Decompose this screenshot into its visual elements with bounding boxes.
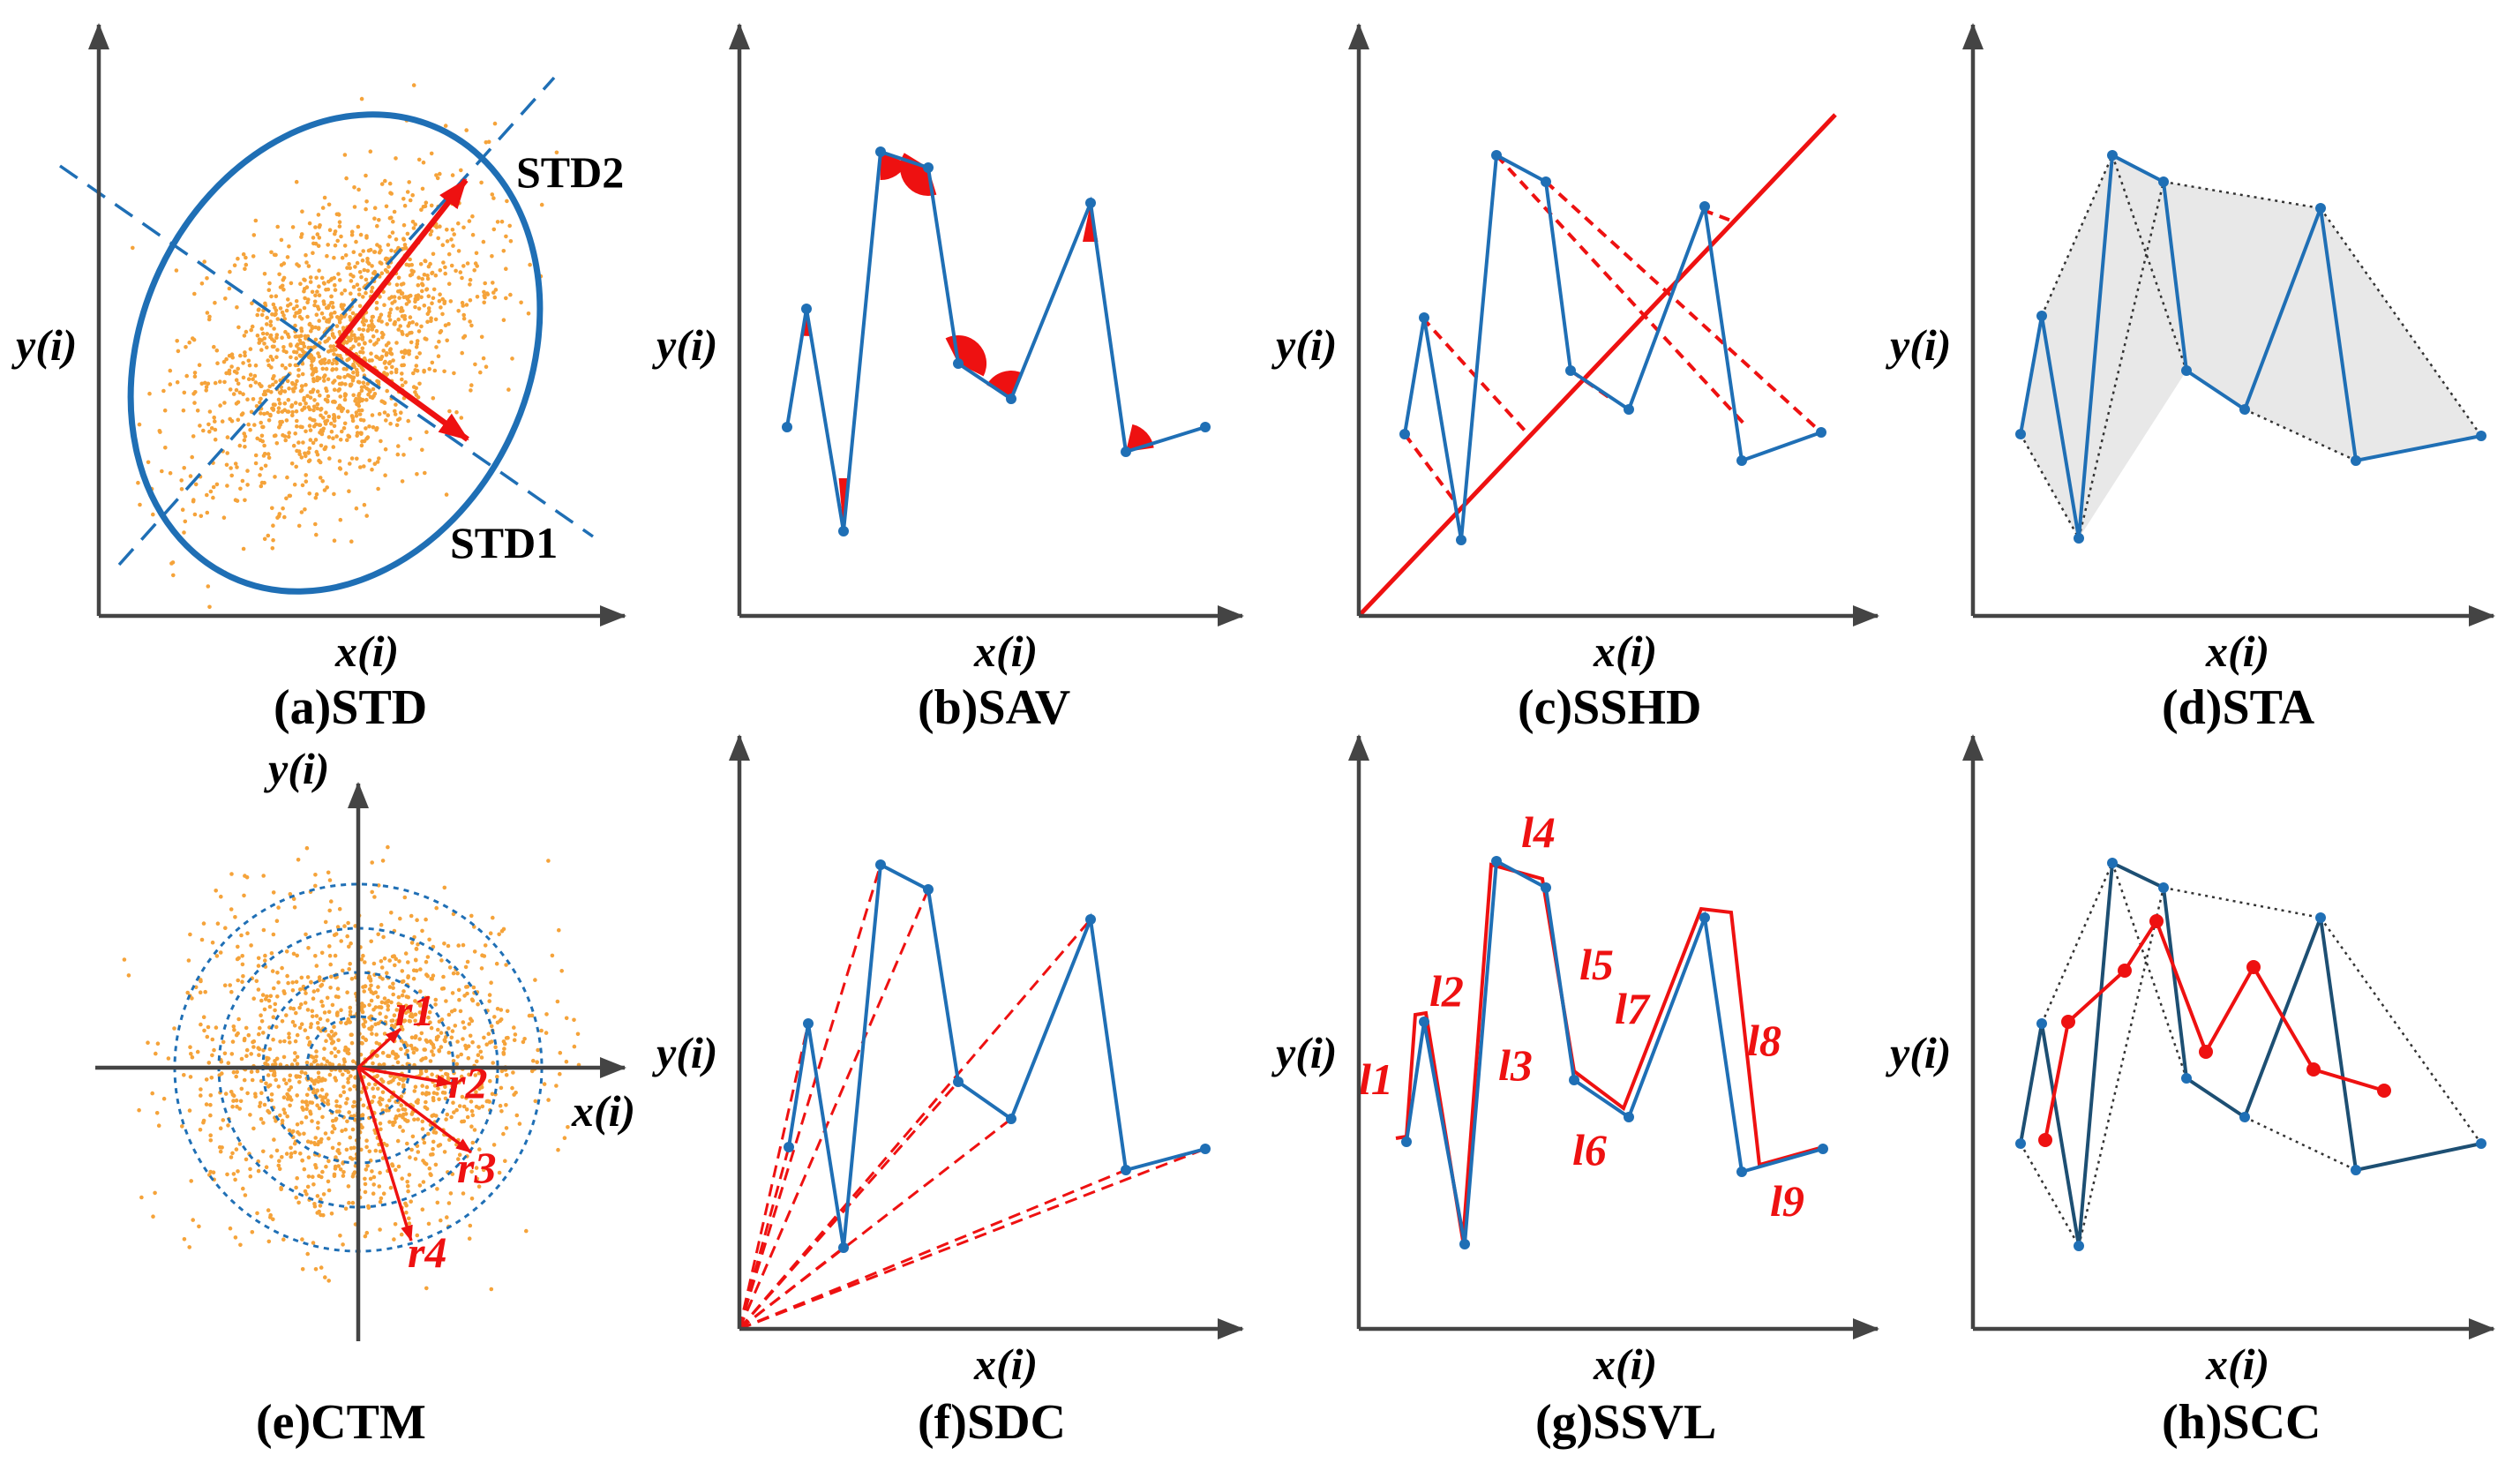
ssvl-l7-label: l7: [1615, 984, 1651, 1033]
sta-y-label: y(i): [1886, 320, 1951, 370]
ssvl-offset-red-line: [1395, 862, 1824, 1242]
sav-angle-3: [880, 152, 907, 181]
std-major-axis-dashed: [117, 76, 556, 566]
ctm-y-label: y(i): [264, 744, 329, 793]
ctm-r3-label: r3: [457, 1143, 496, 1192]
sshd-signal-line: [1403, 152, 1822, 541]
sav-x-label: x(i): [973, 626, 1038, 676]
panel-ctm: r1 r2 r3 r4 x(i) y(i) (e)CTM: [95, 744, 635, 1450]
ssvl-l6-label: l6: [1572, 1125, 1607, 1174]
sta-signal-line: [2019, 152, 2482, 539]
scc-centroid-points: [2038, 914, 2391, 1147]
scc-y-label: y(i): [1886, 1028, 1951, 1077]
sshd-points: [1399, 150, 1826, 545]
caption-ssvl: (g)SSVL: [1535, 1395, 1716, 1450]
sav-angle-4: [900, 153, 937, 197]
sta-x-label: x(i): [2205, 626, 2269, 676]
ssvl-signal-line: [1405, 858, 1824, 1245]
ssvl-l4-label: l4: [1521, 807, 1556, 857]
caption-sdc: (f)SDC: [918, 1395, 1066, 1450]
sav-points: [782, 146, 1211, 536]
caption-sta: (d)STA: [2162, 680, 2315, 735]
sav-angle-markers: [801, 152, 1154, 531]
std1-arrow: [335, 341, 469, 442]
sta-points: [2015, 150, 2486, 544]
ssvl-l9-label: l9: [1770, 1176, 1804, 1226]
ssvl-l5-label: l5: [1579, 940, 1614, 989]
ssvl-y-label: y(i): [1271, 1028, 1337, 1077]
ctm-radius-arrows: [356, 1027, 473, 1242]
scc-x-label: x(i): [2205, 1339, 2269, 1389]
caption-ctm: (e)CTM: [256, 1395, 426, 1450]
sdc-x-label: x(i): [973, 1339, 1038, 1389]
caption-sav: (b)SAV: [918, 680, 1070, 735]
ssvl-l1-label: l1: [1359, 1054, 1393, 1104]
scc-signal-line: [2019, 859, 2482, 1247]
sav-y-label: y(i): [652, 320, 717, 370]
std-ellipse: [127, 111, 544, 595]
ctm-r1-label: r1: [395, 986, 434, 1035]
panel-std: STD2 STD1 x(i) y(i) (a)STD: [11, 23, 626, 735]
sdc-distance-lines: [738, 864, 1206, 1331]
sshd-projections: [1403, 154, 1823, 505]
sdc-y-label: y(i): [652, 1028, 717, 1077]
sdc-signal-line: [787, 861, 1206, 1249]
sta-triangles-fill: [2021, 155, 2481, 538]
scc-dotted-edges: [2019, 862, 2483, 1247]
sshd-y-label: y(i): [1271, 320, 1337, 370]
sdc-points: [784, 859, 1211, 1253]
scc-centroid-line: [2044, 917, 2385, 1141]
ctm-r2-label: r2: [448, 1058, 487, 1107]
ssvl-l8-label: l8: [1747, 1016, 1781, 1065]
std-scatter: [131, 83, 559, 610]
sav-signal-line: [785, 149, 1206, 532]
std-y-label: y(i): [11, 320, 77, 370]
ssvl-l3-label: l3: [1498, 1040, 1533, 1090]
sta-dotted-edges: [2019, 154, 2483, 539]
sshd-x-label: x(i): [1593, 626, 1657, 676]
std1-label: STD1: [450, 518, 558, 567]
sshd-identity-line: [1357, 113, 1837, 618]
std2-arrow: [334, 177, 469, 347]
std2-label: STD2: [516, 147, 624, 197]
ssvl-x-label: x(i): [1593, 1339, 1657, 1389]
caption-scc: (h)SCC: [2162, 1395, 2321, 1450]
panel-sshd: x(i) y(i) (c)SSHD: [1271, 23, 1879, 735]
panel-ssvl: l1 l2 l3 l4 l5 l6 l7 l8 l9 x(i) y(i) (g)…: [1271, 734, 1879, 1450]
std-minor-axis-dashed: [59, 164, 594, 538]
caption-sshd: (c)SSHD: [1518, 680, 1701, 735]
panel-sdc: x(i) y(i) (f)SDC: [652, 734, 1244, 1450]
ctm-x-label: x(i): [571, 1086, 635, 1136]
panel-sta: x(i) y(i) (d)STA: [1886, 23, 2495, 735]
ctm-r4-label: r4: [408, 1227, 446, 1277]
ssvl-l2-label: l2: [1429, 966, 1464, 1016]
panel-scc: x(i) y(i) (h)SCC: [1886, 734, 2495, 1450]
scc-points: [2015, 858, 2486, 1251]
caption-std: (a)STD: [274, 680, 427, 735]
std-x-label: x(i): [334, 626, 399, 676]
panel-sav: x(i) y(i) (b)SAV: [652, 23, 1244, 735]
ssvl-points: [1401, 856, 1828, 1249]
